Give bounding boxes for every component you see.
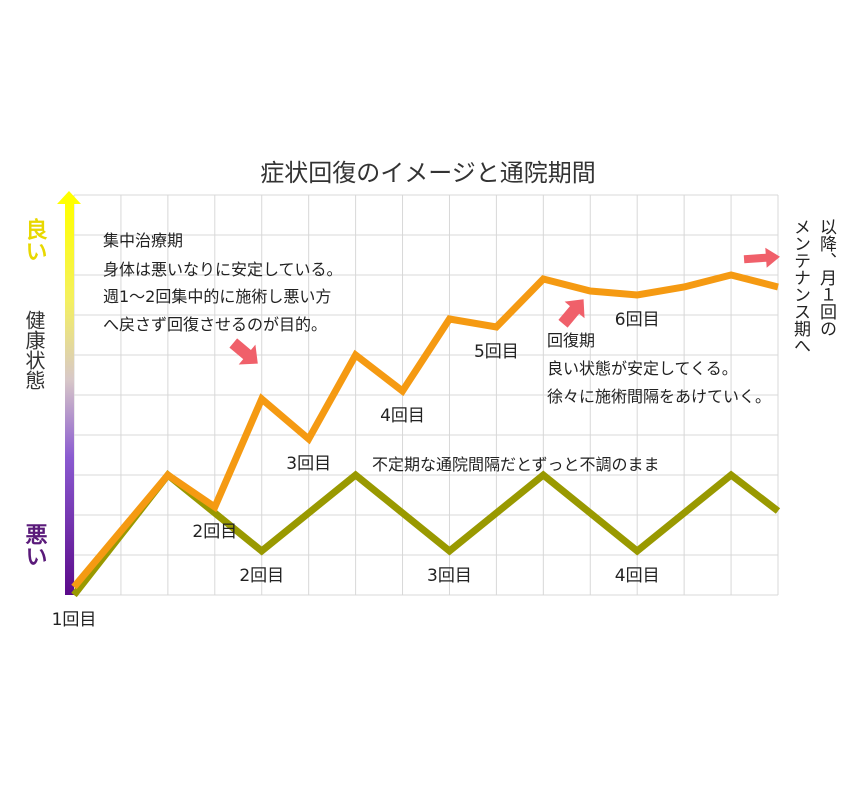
recovery-note: 回復期 良い状態が安定してくる。 徐々に施術間隔をあけていく。	[547, 331, 771, 406]
arrow-icon	[743, 247, 780, 268]
intensive-note-line: 週1～2回集中的に施術し悪い方	[103, 287, 331, 306]
visit-label: 4回目	[615, 566, 660, 586]
visit-label: 5回目	[474, 342, 519, 362]
axis-label-health: 健康状態	[22, 310, 46, 390]
visit-label: 1回目	[52, 610, 97, 630]
intensive-note-line: へ戻さず回復させるのが目的。	[103, 315, 327, 334]
recovery-note-line: 回復期	[547, 331, 595, 350]
visit-labels: 1回目 2回目 3回目 4回目 5回目 6回目 2回目 3回目 4回目	[52, 310, 660, 630]
visit-label: 3回目	[427, 566, 472, 586]
chart-grid	[73, 194, 779, 596]
intensive-note: 集中治療期 身体は悪いなりに安定している。 週1～2回集中的に施術し悪い方 へ戻…	[103, 231, 343, 334]
arrow-icon	[558, 299, 585, 328]
arrow-icon	[229, 338, 258, 365]
irregular-note: 不定期な通院間隔だとずっと不調のまま	[372, 455, 660, 474]
visit-label: 2回目	[192, 522, 237, 542]
visit-label: 6回目	[615, 310, 660, 330]
health-axis-bar	[65, 203, 74, 595]
visit-label: 2回目	[239, 566, 284, 586]
maintenance-note-line: 以降、月１回の	[816, 218, 837, 337]
maintenance-note-line: メンテナンス期へ	[790, 218, 811, 354]
axis-label-bad: 悪い	[22, 523, 48, 567]
series-line-untreated	[71, 470, 781, 598]
series-layer	[71, 271, 781, 598]
visit-label: 3回目	[286, 454, 331, 474]
recovery-note-line: 良い状態が安定してくる。	[547, 359, 738, 378]
intensive-note-line: 身体は悪いなりに安定している。	[103, 260, 343, 279]
axis-up-arrow-icon	[57, 191, 81, 204]
visit-label: 4回目	[380, 406, 425, 426]
series-line-treated	[71, 271, 779, 590]
recovery-note-line: 徐々に施術間隔をあけていく。	[547, 387, 771, 406]
chart-title: 症状回復のイメージと通院期間	[260, 159, 596, 187]
axis-label-good: 良い	[22, 217, 47, 262]
intensive-note-line: 集中治療期	[103, 231, 183, 250]
